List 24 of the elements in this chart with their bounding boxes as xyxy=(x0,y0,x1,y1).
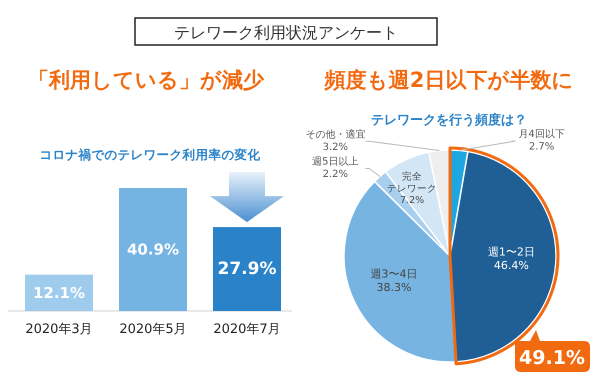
data-label: 7.2% xyxy=(400,195,424,206)
slice-label: 完全テレワーク xyxy=(387,170,438,194)
data-label: 2.7% xyxy=(528,142,554,153)
data-label: 2.2% xyxy=(322,169,348,180)
slice-label: その他・適宜 xyxy=(305,128,366,140)
slice-label: 週1〜2日 xyxy=(488,245,535,258)
data-label: 38.3% xyxy=(376,281,412,294)
x-tick-label: 2020年3月 xyxy=(25,322,93,337)
data-label: 46.4% xyxy=(494,259,529,272)
text: 頻度も週2日以下が半数に xyxy=(324,68,574,92)
text: 49.1% xyxy=(519,347,585,369)
chart-title: テレワークを行う頻度は？ xyxy=(371,112,527,128)
x-tick-label: 2020年5月 xyxy=(119,322,187,337)
text: テレワーク利用状況アンケート xyxy=(174,23,398,42)
data-label: 3.2% xyxy=(322,142,348,153)
x-tick-label: 2020年7月 xyxy=(213,322,281,337)
data-label: 40.9% xyxy=(126,240,180,258)
slice-label: 週5日以上 xyxy=(312,156,359,168)
data-label: 12.1% xyxy=(32,284,86,302)
slice-label: 週3〜4日 xyxy=(370,267,418,280)
text: 「利用している」が減少 xyxy=(28,68,265,92)
chart-title: コロナ禍でのテレワーク利用率の変化 xyxy=(40,147,262,162)
data-label: 27.9% xyxy=(218,259,276,280)
slice-label: 月4回以下 xyxy=(518,128,565,140)
